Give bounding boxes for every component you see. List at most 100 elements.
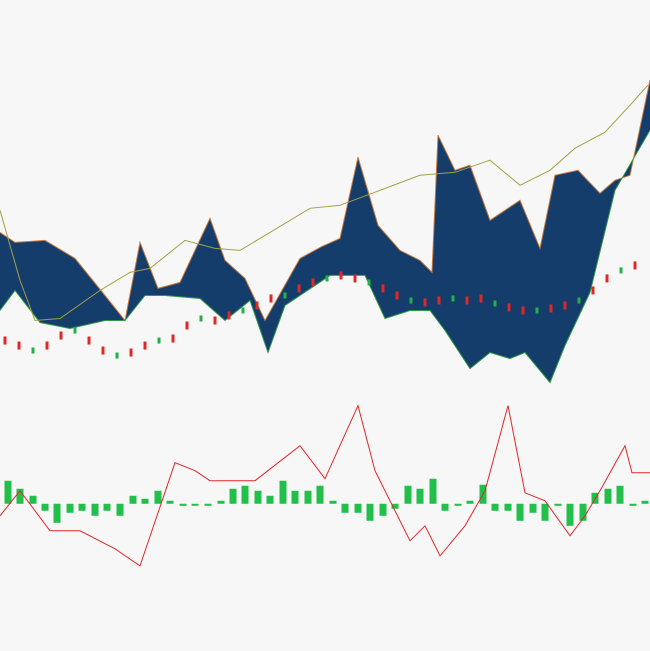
bar [329, 500, 337, 504]
bar [179, 503, 187, 506]
bar [629, 503, 637, 506]
bar [316, 485, 324, 504]
candle [283, 292, 287, 299]
candle [199, 315, 203, 322]
bar [504, 503, 512, 511]
candle [605, 274, 609, 283]
bar [29, 495, 37, 504]
bar [229, 488, 237, 504]
bar [66, 503, 74, 513]
bar [354, 503, 362, 513]
bar [241, 485, 249, 504]
line [0, 404, 650, 567]
candle [507, 303, 511, 312]
candle [73, 327, 77, 334]
candle [437, 296, 441, 305]
candle [115, 352, 119, 359]
candle [143, 341, 147, 350]
bar [53, 503, 61, 523]
candle [3, 336, 7, 345]
bar [441, 503, 449, 511]
candle [633, 261, 637, 270]
bar [103, 503, 111, 511]
bar [279, 480, 287, 504]
bar [616, 485, 624, 504]
bar [141, 498, 149, 504]
candle [17, 341, 21, 350]
band-fill [0, 80, 650, 383]
candle [227, 311, 231, 320]
bar [91, 503, 99, 516]
bar [454, 503, 462, 506]
bar [16, 488, 24, 504]
bar [204, 503, 212, 506]
candle [423, 298, 427, 307]
bar [554, 503, 562, 506]
candle [129, 348, 133, 357]
bar [466, 500, 474, 504]
candle [367, 279, 371, 286]
bar [366, 503, 374, 521]
bar [429, 478, 437, 504]
candle [311, 278, 315, 287]
bar [541, 503, 549, 521]
band-edge [0, 129, 650, 384]
candle [479, 294, 483, 303]
bar [516, 503, 524, 521]
bar [304, 490, 312, 504]
candle [213, 316, 217, 325]
candle [535, 307, 539, 314]
bar [4, 480, 12, 504]
candle [493, 300, 497, 307]
candle [171, 334, 175, 343]
bar [266, 495, 274, 504]
candle [563, 301, 567, 310]
candle [591, 286, 595, 295]
bar [566, 503, 574, 526]
candle [381, 284, 385, 293]
candle [325, 275, 329, 282]
bar [116, 503, 124, 516]
candle [31, 347, 35, 354]
candle [465, 296, 469, 305]
bar [291, 490, 299, 504]
candle [185, 321, 189, 330]
candle [241, 307, 245, 314]
bar [416, 488, 424, 504]
bar [404, 485, 412, 504]
bar [529, 503, 537, 513]
bar [641, 500, 649, 504]
bar [154, 490, 162, 504]
bar [78, 503, 86, 511]
bar [191, 503, 199, 506]
candle [353, 274, 357, 283]
bar [491, 503, 499, 511]
candle [395, 291, 399, 300]
bar [254, 490, 262, 504]
candle [577, 297, 581, 304]
candle [59, 331, 63, 340]
bar [391, 503, 399, 509]
bar [41, 503, 49, 511]
candle [255, 301, 259, 310]
candle [409, 297, 413, 304]
candle [451, 295, 455, 302]
bar [166, 500, 174, 504]
candle [297, 284, 301, 293]
bar [604, 488, 612, 504]
line [0, 84, 649, 322]
candle [157, 337, 161, 344]
candle [45, 341, 49, 350]
candle [87, 336, 91, 345]
bar [217, 500, 225, 504]
candle [101, 346, 105, 355]
candle [619, 267, 623, 274]
band-edge [0, 79, 650, 322]
bar [341, 503, 349, 513]
candle [549, 304, 553, 313]
bar [379, 503, 387, 516]
bar [129, 495, 137, 504]
candle [339, 271, 343, 280]
